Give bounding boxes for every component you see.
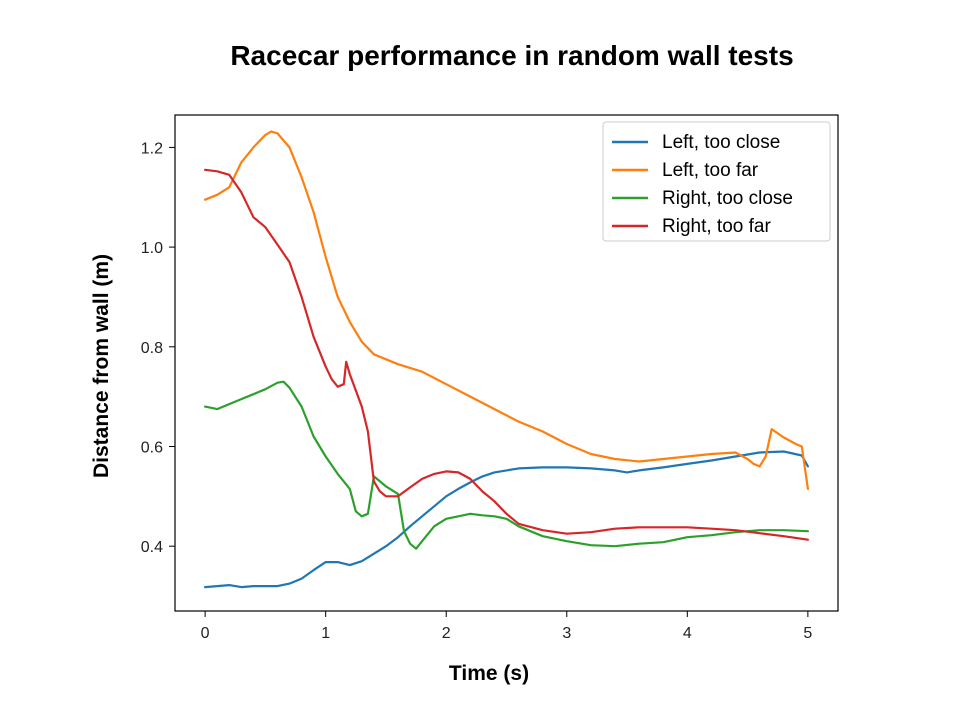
legend-label-right-too-close: Right, too close [662,188,793,209]
y-tick-label: 1.2 [141,140,163,157]
x-tick-label: 1 [321,625,330,642]
legend: Left, too close Left, too far Right, too c… [602,121,831,242]
legend-label-left-too-close: Left, too close [662,132,780,153]
y-tick-label: 0.6 [141,439,163,456]
series-lines [204,130,809,589]
y-tick-label: 1.0 [141,240,163,257]
chart-title: Racecar performance in random wall tests [230,40,794,71]
y-axis-title: Distance from wall (m) [90,254,113,478]
x-tick-label: 4 [683,625,692,642]
series-line-left-too-close [204,450,809,589]
y-tick-label: 0.8 [141,340,163,357]
series-line-right-too-far [204,168,809,541]
legend-label-left-too-far: Left, too far [662,160,759,181]
y-tick-label: 0.4 [141,539,163,556]
axis-ticks: 0 1 2 3 4 5 0.4 0.6 0.8 1.0 1.2 [141,140,813,642]
x-tick-label: 2 [442,625,451,642]
legend-box [602,121,831,242]
x-tick-label: 0 [201,625,210,642]
x-axis-title: Time (s) [449,662,529,685]
x-tick-label: 5 [803,625,812,642]
series-line-left-too-far [204,130,809,490]
series-line-right-too-close [204,380,809,550]
x-tick-label: 3 [562,625,571,642]
legend-label-right-too-far: Right, too far [662,216,771,237]
